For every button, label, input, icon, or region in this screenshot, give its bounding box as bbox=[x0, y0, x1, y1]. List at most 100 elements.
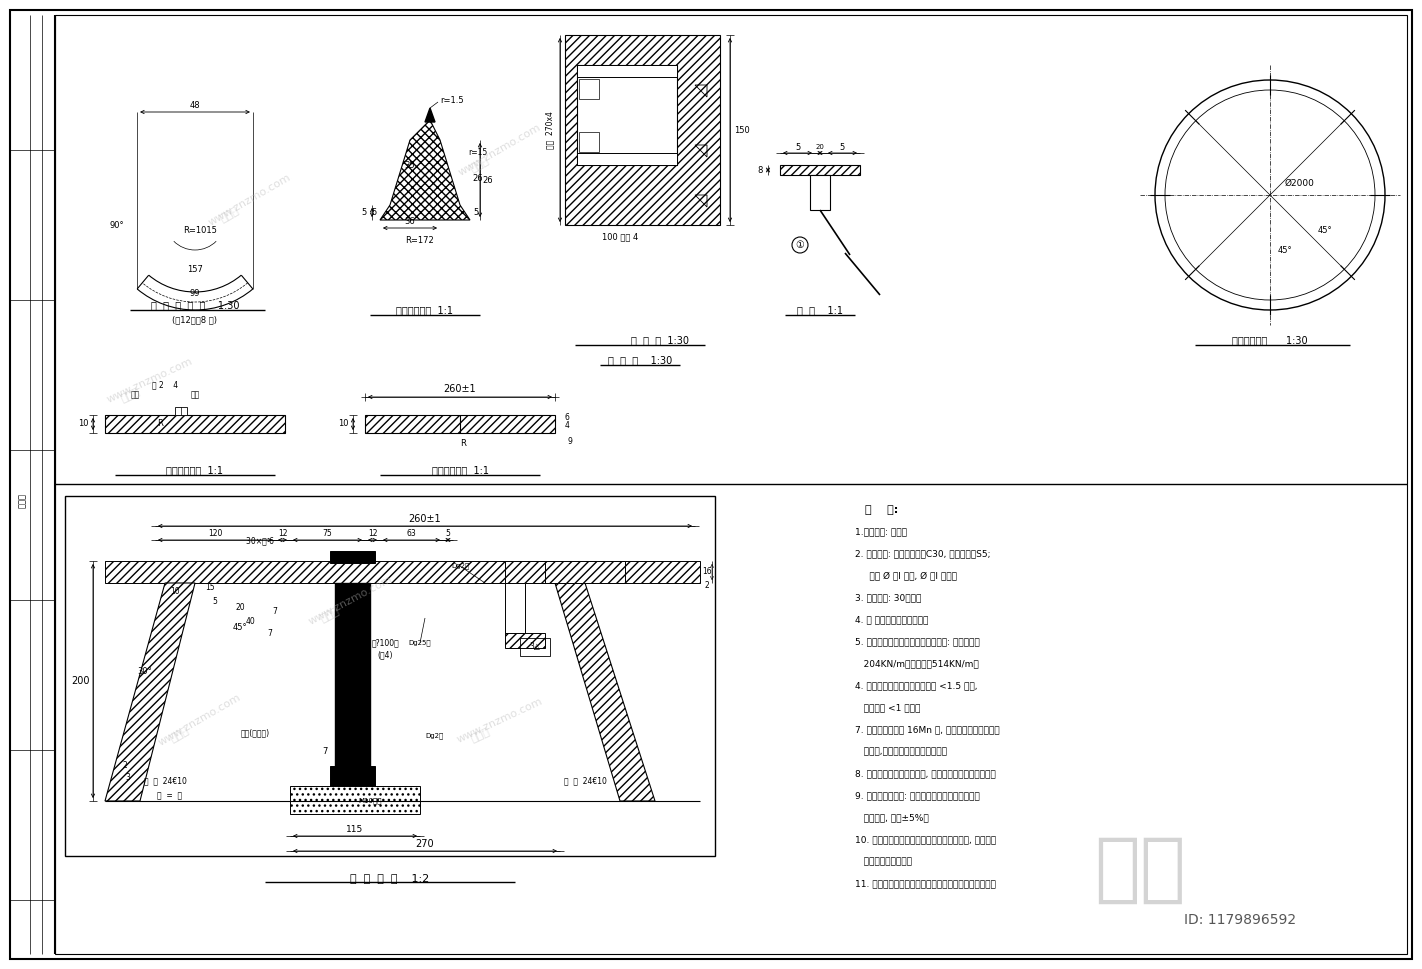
Text: 筋  =  筋: 筋 = 筋 bbox=[158, 792, 182, 800]
Text: 270: 270 bbox=[415, 839, 434, 849]
Text: www.znzmo.com: www.znzmo.com bbox=[456, 122, 543, 177]
Text: 树  桩  尺  寸  图    1:30: 树 桩 尺 寸 图 1:30 bbox=[151, 300, 239, 310]
Bar bbox=[365, 415, 555, 433]
Text: Ø2000: Ø2000 bbox=[1285, 178, 1315, 187]
Text: R: R bbox=[461, 439, 466, 448]
Bar bbox=[505, 633, 545, 648]
Text: 4. 凡 外环箍主螺旋式布置。: 4. 凡 外环箍主螺旋式布置。 bbox=[855, 615, 929, 624]
Bar bbox=[175, 407, 188, 415]
Text: 内外面,副要求遵循施工规范规程。: 内外面,副要求遵循施工规范规程。 bbox=[855, 747, 947, 757]
Text: 7. 钢箍环及钢环为 16Mn 钢, 钢箍环表面刷防锈漆。: 7. 钢箍环及钢环为 16Mn 钢, 钢箍环表面刷防锈漆。 bbox=[855, 726, 1000, 735]
Bar bbox=[781, 165, 860, 175]
Bar bbox=[579, 132, 599, 152]
Text: 管面不度 <1 毫米。: 管面不度 <1 毫米。 bbox=[855, 703, 920, 712]
Text: 45°: 45° bbox=[1318, 226, 1332, 234]
Text: 7: 7 bbox=[273, 607, 277, 615]
Text: 凸台: 凸台 bbox=[131, 391, 139, 399]
Text: 2: 2 bbox=[122, 762, 128, 770]
Text: 150: 150 bbox=[734, 126, 749, 135]
Text: 9. 橡胶圈胶接合缝: 其应力一般对某系的胶接合缝: 9. 橡胶圈胶接合缝: 其应力一般对某系的胶接合缝 bbox=[855, 792, 980, 800]
Text: 钢  压    1:1: 钢 压 1:1 bbox=[796, 305, 843, 315]
Text: 角度累计, 误差±5%。: 角度累计, 误差±5%。 bbox=[855, 814, 929, 823]
Text: 75: 75 bbox=[323, 529, 333, 539]
Text: R=172: R=172 bbox=[405, 235, 434, 244]
Text: 5: 5 bbox=[840, 142, 845, 151]
Bar bbox=[577, 65, 677, 77]
Text: 知末网: 知末网 bbox=[169, 726, 191, 744]
Text: 6: 6 bbox=[565, 414, 569, 422]
Polygon shape bbox=[555, 583, 656, 801]
Text: r=1.5: r=1.5 bbox=[439, 96, 464, 105]
Text: 5: 5 bbox=[361, 208, 367, 217]
Text: 36: 36 bbox=[405, 216, 415, 226]
Text: 30×钢 6: 30×钢 6 bbox=[246, 537, 274, 546]
Text: 99: 99 bbox=[189, 289, 201, 297]
Text: 260±1: 260±1 bbox=[444, 384, 476, 394]
Text: 会签栏: 会签栏 bbox=[17, 492, 27, 508]
Text: 48: 48 bbox=[189, 101, 201, 109]
Text: 过渡孔示意图      1:30: 过渡孔示意图 1:30 bbox=[1233, 335, 1308, 345]
Bar bbox=[505, 583, 525, 633]
Text: 20: 20 bbox=[235, 604, 245, 612]
Text: 120: 120 bbox=[208, 529, 222, 539]
Polygon shape bbox=[336, 583, 370, 766]
Text: 26: 26 bbox=[472, 173, 483, 182]
Bar bbox=[545, 561, 626, 583]
Text: 10: 10 bbox=[338, 420, 348, 428]
Text: 115: 115 bbox=[347, 825, 364, 833]
Text: 5: 5 bbox=[795, 142, 801, 151]
Bar bbox=[330, 551, 375, 563]
Text: www.znzmo.com: www.znzmo.com bbox=[208, 172, 293, 228]
Text: 接  口  详  图    1:2: 接 口 详 图 1:2 bbox=[350, 873, 429, 883]
Text: M10钢钢: M10钢钢 bbox=[358, 797, 381, 804]
Text: 20: 20 bbox=[816, 144, 825, 150]
Text: 11. 注意凡细眉豆及位置可结合参建施工方案要求调整。: 11. 注意凡细眉豆及位置可结合参建施工方案要求调整。 bbox=[855, 880, 995, 889]
Text: 钢板  270x4: 钢板 270x4 bbox=[546, 111, 555, 149]
Bar bbox=[579, 79, 599, 99]
Text: (钢4): (钢4) bbox=[377, 650, 392, 660]
Text: 1.尺寸单位: 毫米。: 1.尺寸单位: 毫米。 bbox=[855, 527, 907, 537]
Text: 知末网: 知末网 bbox=[469, 156, 491, 174]
Text: www.znzmo.com: www.znzmo.com bbox=[156, 692, 243, 748]
Text: 7: 7 bbox=[323, 746, 327, 756]
Text: 8. 橡胶圈胶接采用氯丁橡胶, 材质要求遵循规范和说明。: 8. 橡胶圈胶接采用氯丁橡胶, 材质要求遵循规范和说明。 bbox=[855, 769, 995, 778]
Bar bbox=[520, 638, 550, 656]
Bar bbox=[105, 561, 700, 583]
Text: 15: 15 bbox=[205, 583, 215, 592]
Text: 紧后与管肉端并齐。: 紧后与管肉端并齐。 bbox=[855, 858, 912, 866]
Text: 钢套环断面图  1:1: 钢套环断面图 1:1 bbox=[431, 465, 489, 475]
Text: 3△: 3△ bbox=[529, 642, 540, 651]
Text: 12: 12 bbox=[277, 529, 287, 539]
Text: 钢套箍截面图  1:1: 钢套箍截面图 1:1 bbox=[397, 305, 454, 315]
Text: 10: 10 bbox=[171, 586, 179, 596]
Text: 弧 2    4: 弧 2 4 bbox=[152, 381, 178, 390]
Text: 8: 8 bbox=[758, 166, 762, 174]
Text: 筋  筋  24€10: 筋 筋 24€10 bbox=[144, 776, 186, 786]
Text: (附12，稍8 米): (附12，稍8 米) bbox=[172, 316, 218, 325]
Text: 63: 63 bbox=[407, 529, 417, 539]
Text: 3. 垫板厚度: 30毫米。: 3. 垫板厚度: 30毫米。 bbox=[855, 593, 921, 603]
Text: 4: 4 bbox=[565, 421, 569, 429]
Bar bbox=[577, 65, 677, 165]
Text: R=1015: R=1015 bbox=[183, 226, 218, 234]
Text: 16: 16 bbox=[702, 567, 712, 576]
Text: www.znzmo.com: www.znzmo.com bbox=[306, 574, 394, 626]
Text: 5: 5 bbox=[474, 207, 479, 216]
Text: 5: 5 bbox=[212, 597, 218, 606]
Text: 知末网: 知末网 bbox=[469, 727, 491, 744]
Text: 30°: 30° bbox=[138, 667, 152, 675]
Text: 知末网: 知末网 bbox=[319, 606, 341, 624]
Polygon shape bbox=[380, 120, 471, 220]
Text: 盖  管  图  1:30: 盖 管 图 1:30 bbox=[631, 335, 690, 345]
Text: 钢筋 Ø 为I 级钢, Ø 为I 级钢。: 钢筋 Ø 为I 级钢, Ø 为I 级钢。 bbox=[855, 572, 957, 580]
Text: 筋  筋  24€10: 筋 筋 24€10 bbox=[563, 776, 606, 786]
Text: 5. 盖板管出厂前应按最大受弯矩进行: 梁跨指具为: 5. 盖板管出厂前应按最大受弯矩进行: 梁跨指具为 bbox=[855, 638, 980, 646]
Text: 12: 12 bbox=[368, 529, 377, 539]
Text: r=15: r=15 bbox=[468, 147, 488, 157]
Text: 40: 40 bbox=[245, 616, 255, 626]
Text: 204KN/m梁跨指具为514KN/m。: 204KN/m梁跨指具为514KN/m。 bbox=[855, 660, 978, 669]
Polygon shape bbox=[105, 583, 195, 801]
Text: 26: 26 bbox=[482, 175, 493, 184]
Text: 7: 7 bbox=[267, 629, 273, 638]
Text: Dg25钢: Dg25钢 bbox=[408, 640, 431, 646]
